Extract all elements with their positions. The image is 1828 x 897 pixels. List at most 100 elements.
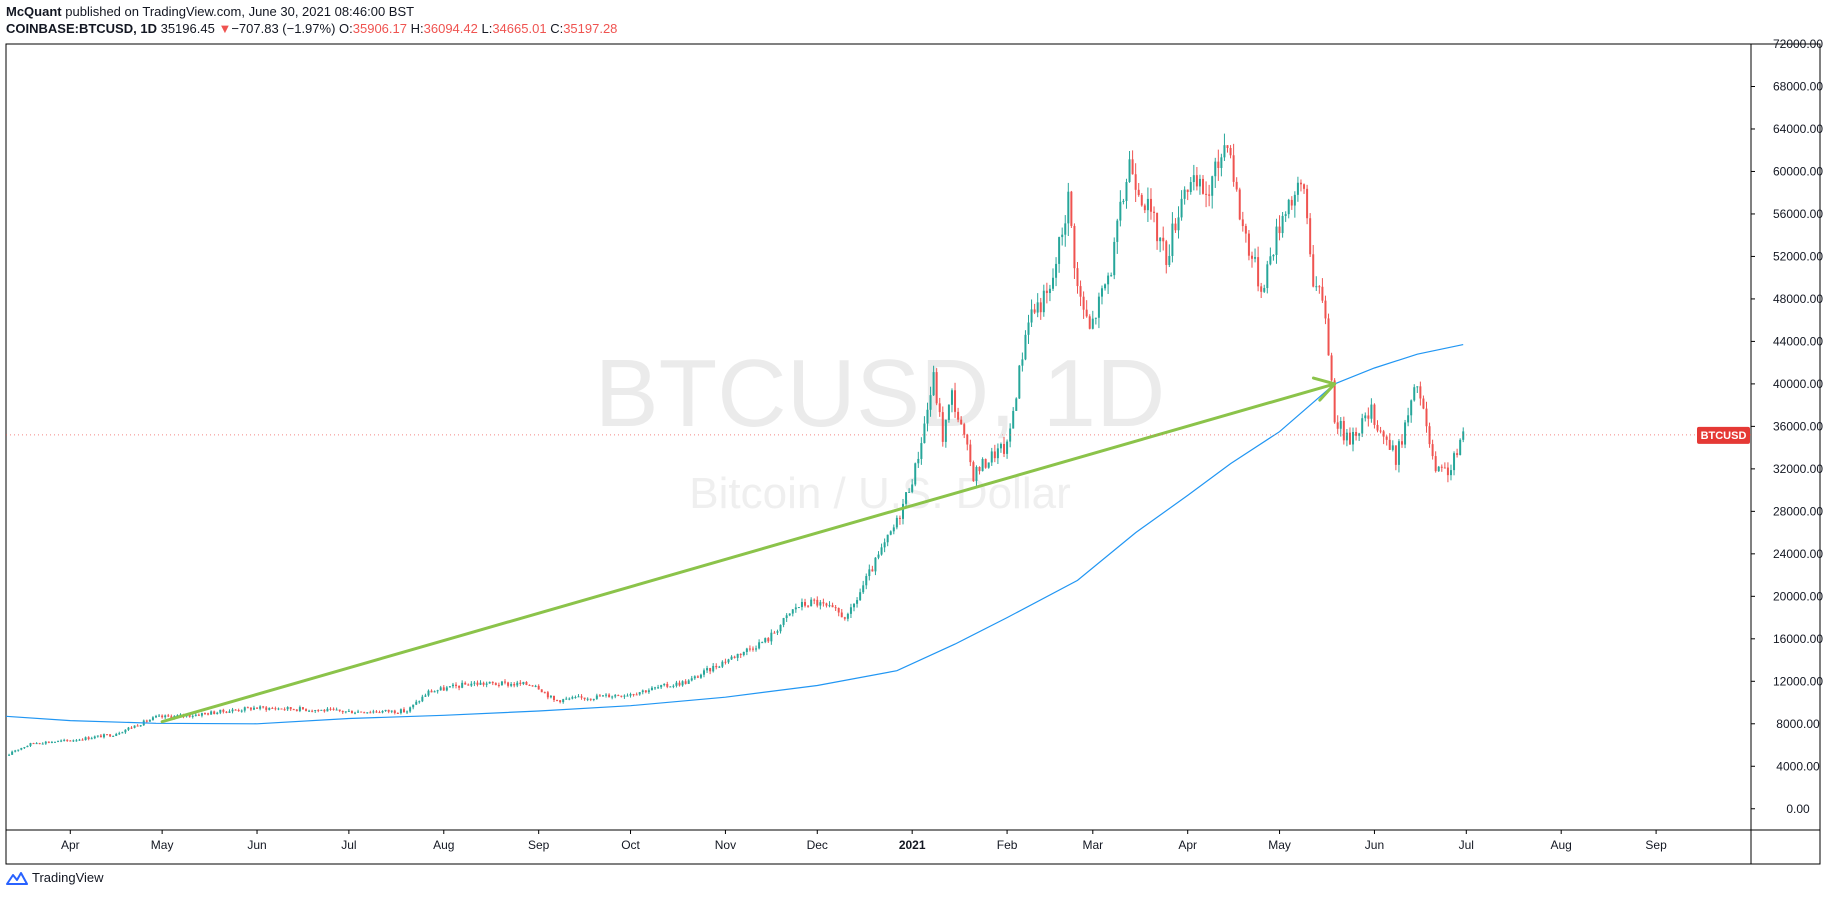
candle-down: [556, 700, 559, 702]
candle-down: [396, 712, 399, 714]
time-tick-label: Aug: [1551, 838, 1572, 852]
candle-up: [810, 599, 813, 607]
candle-up: [819, 602, 822, 606]
candle-down: [1217, 161, 1220, 168]
candle-up: [730, 656, 733, 660]
candle-up: [121, 732, 124, 734]
candle-up: [712, 665, 715, 672]
candle-up: [516, 682, 519, 686]
candle-down: [589, 698, 592, 700]
price-tick-label: 28000.00: [1773, 504, 1823, 518]
candle-down: [289, 707, 292, 710]
candle-up: [124, 729, 127, 733]
candle-up: [868, 569, 871, 577]
candle-down: [378, 712, 381, 714]
candle-down: [66, 739, 69, 741]
price-tick-label: 56000.00: [1773, 207, 1823, 221]
candle-up: [883, 542, 886, 548]
candle-up: [60, 740, 63, 742]
candle-up: [574, 697, 577, 699]
candle-down: [1079, 286, 1082, 297]
author-name[interactable]: McQuant: [6, 4, 62, 19]
candle-down: [234, 709, 237, 711]
candle-down: [305, 709, 308, 711]
candle-up: [779, 624, 782, 632]
candle-down: [292, 709, 295, 711]
candle-up: [675, 682, 678, 686]
candle-down: [38, 743, 41, 745]
candle-up: [1358, 433, 1361, 436]
candle-up: [17, 749, 20, 751]
price-tick-label: 8000.00: [1776, 717, 1820, 731]
candle-up: [286, 707, 289, 710]
candle-down: [666, 683, 669, 687]
candle-up: [886, 534, 889, 543]
price-chart[interactable]: BTCUSD, 1D Bitcoin / U.S. Dollar 72000.0…: [0, 0, 1828, 865]
candle-up: [439, 687, 442, 691]
candle-up: [176, 715, 179, 717]
candle-down: [632, 694, 635, 696]
candle-up: [194, 714, 197, 716]
footer-branding[interactable]: TradingView: [6, 870, 104, 885]
candle-up: [534, 685, 537, 687]
candle-up: [151, 717, 154, 720]
candle-up: [990, 451, 993, 463]
candle-down: [295, 709, 298, 711]
candle-up: [785, 615, 788, 619]
candle-down: [767, 638, 770, 642]
candle-up: [26, 745, 29, 748]
candle-up: [788, 613, 791, 616]
candle-up: [1183, 189, 1186, 199]
candle-up: [1171, 223, 1174, 256]
candle-up: [920, 443, 923, 459]
time-axis[interactable]: Apr May Jun Jul Aug Sep Oct Nov Dec 2021 Feb Mar Apr…: [61, 830, 1667, 852]
candle-up: [1128, 159, 1131, 183]
candles: [8, 133, 1465, 756]
candle-down: [1131, 159, 1134, 175]
candle-down: [831, 605, 834, 608]
candle-down: [491, 681, 494, 684]
candle-down: [170, 716, 173, 719]
price-axis[interactable]: 72000.00 68000.00 64000.00 60000.00 56000.00…: [1751, 37, 1823, 816]
candle-down: [748, 648, 751, 650]
candle-up: [75, 740, 78, 742]
candle-up: [1223, 145, 1226, 158]
candle-up: [314, 710, 317, 712]
candle-up: [1254, 257, 1257, 259]
candle-down: [1162, 237, 1165, 242]
candle-up: [23, 747, 26, 749]
candle-down: [525, 681, 528, 685]
candle-down: [751, 648, 754, 650]
candle-up: [326, 708, 329, 712]
candle-up: [53, 741, 56, 743]
candle-up: [592, 698, 595, 700]
time-tick-label: Sep: [528, 838, 550, 852]
candle-up: [78, 739, 81, 741]
candle-up: [623, 695, 626, 697]
candle-up: [987, 462, 990, 468]
candle-up: [470, 683, 473, 686]
price-label-box: [1697, 426, 1750, 444]
candle-up: [243, 707, 246, 711]
candle-up: [1125, 182, 1128, 201]
candle-up: [1449, 470, 1452, 476]
candle-up: [874, 557, 877, 572]
candle-down: [393, 710, 396, 713]
candle-up: [1269, 256, 1272, 265]
candle-down: [608, 694, 611, 698]
candle-up: [721, 661, 724, 667]
candle-down: [338, 709, 341, 711]
candle-down: [341, 710, 344, 713]
candle-up: [96, 735, 99, 737]
price-tick-label: 16000.00: [1773, 632, 1823, 646]
price-tick-label: 36000.00: [1773, 419, 1823, 433]
candle-up: [1437, 466, 1440, 472]
candle-down: [1073, 225, 1076, 269]
candle-up: [791, 609, 794, 614]
candle-up: [663, 683, 666, 686]
candle-up: [770, 632, 773, 642]
candle-down: [813, 599, 816, 601]
symbol-name[interactable]: COINBASE:BTCUSD, 1D: [6, 21, 157, 36]
candle-up: [877, 554, 880, 558]
candle-up: [571, 697, 574, 699]
